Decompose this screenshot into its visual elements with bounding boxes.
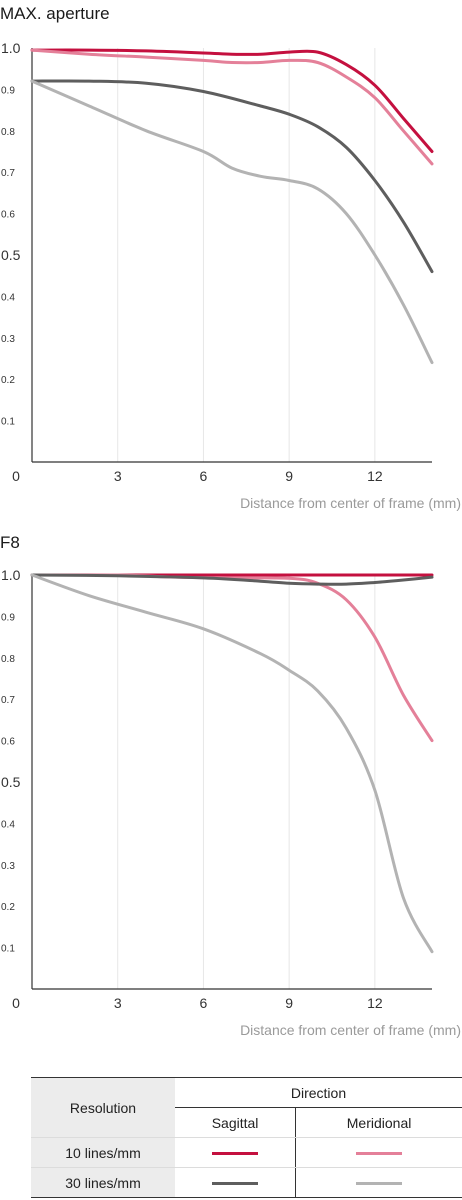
y-tick-label: 0.7 xyxy=(1,695,15,706)
series-line-3 xyxy=(30,79,434,274)
series-line-2 xyxy=(30,48,434,166)
x-tick-label: 9 xyxy=(285,468,293,484)
legend-swatch-30-meridional xyxy=(356,1182,403,1186)
legend-row-30: 30 lines/mm xyxy=(31,1167,462,1198)
y-tick-label: 0.1 xyxy=(1,417,15,428)
y-tick-label: 0.2 xyxy=(1,375,15,386)
x-tick-label: 9 xyxy=(285,995,293,1011)
legend-row-label: 30 lines/mm xyxy=(31,1167,175,1198)
x-tick-label: 12 xyxy=(367,995,383,1011)
x-tick-label: 6 xyxy=(200,468,208,484)
legend-meridional-header: Meridional xyxy=(295,1107,462,1138)
y-tick-label: 0.9 xyxy=(1,85,15,96)
legend-row-10: 10 lines/mm xyxy=(31,1137,462,1168)
x-tick-label: 12 xyxy=(367,468,383,484)
y-tick-label: 0.3 xyxy=(1,334,15,345)
y-tick-label: 1.0 xyxy=(1,40,21,56)
y-tick-label: 0.6 xyxy=(1,737,15,748)
series-line-2 xyxy=(30,573,434,743)
series-line-4 xyxy=(30,79,434,365)
x-tick-label: 0 xyxy=(12,995,20,1011)
y-tick-label: 0.5 xyxy=(1,774,21,790)
x-tick-label: 3 xyxy=(114,995,122,1011)
x-tick-label: 3 xyxy=(114,468,122,484)
chart-title-f8: F8 xyxy=(0,533,20,552)
legend-swatch-10-meridional xyxy=(356,1152,403,1156)
series-line-4 xyxy=(30,573,434,954)
legend-swatch-10-sagittal xyxy=(212,1152,259,1156)
x-tick-label: 6 xyxy=(200,995,208,1011)
y-tick-label: 0.5 xyxy=(1,247,21,263)
y-tick-label: 0.1 xyxy=(1,944,15,955)
series-line-1 xyxy=(30,48,434,153)
legend-direction-header: Direction xyxy=(175,1077,462,1108)
legend-swatch-30-sagittal xyxy=(212,1182,259,1186)
y-tick-label: 1.0 xyxy=(1,567,21,583)
legend-resolution-header: Resolution xyxy=(31,1077,175,1138)
series-line-3 xyxy=(30,573,434,586)
x-tick-label: 0 xyxy=(12,468,20,484)
y-tick-label: 0.2 xyxy=(1,902,15,913)
y-tick-label: 0.7 xyxy=(1,168,15,179)
y-tick-label: 0.9 xyxy=(1,612,15,623)
x-axis-label: Distance from center of frame (mm) xyxy=(240,1022,461,1038)
legend-sagittal-header: Sagittal xyxy=(175,1107,297,1138)
y-tick-label: 0.6 xyxy=(1,210,15,221)
x-axis-label: Distance from center of frame (mm) xyxy=(240,495,461,511)
y-tick-label: 0.8 xyxy=(1,654,15,665)
mtf-chart-max-aperture: 1.0 0.9 0.8 0.7 0.6 0.5 0.4 0.3 0.2 0.1 0 3 6 9 12 Dist… xyxy=(1,40,461,511)
chart-title-max-aperture: MAX. aperture xyxy=(0,4,110,23)
legend-row-label: 10 lines/mm xyxy=(31,1137,175,1168)
y-tick-label: 0.8 xyxy=(1,127,15,138)
mtf-chart-f8: 1.0 0.9 0.8 0.7 0.6 0.5 0.4 0.3 0.2 0.1 0 3 6 9 12 Dist… xyxy=(1,567,461,1038)
y-tick-label: 0.4 xyxy=(1,292,15,303)
y-tick-label: 0.4 xyxy=(1,819,15,830)
legend-table: Resolution Direction Sagittal Meridional… xyxy=(31,1077,462,1198)
y-tick-label: 0.3 xyxy=(1,861,15,872)
